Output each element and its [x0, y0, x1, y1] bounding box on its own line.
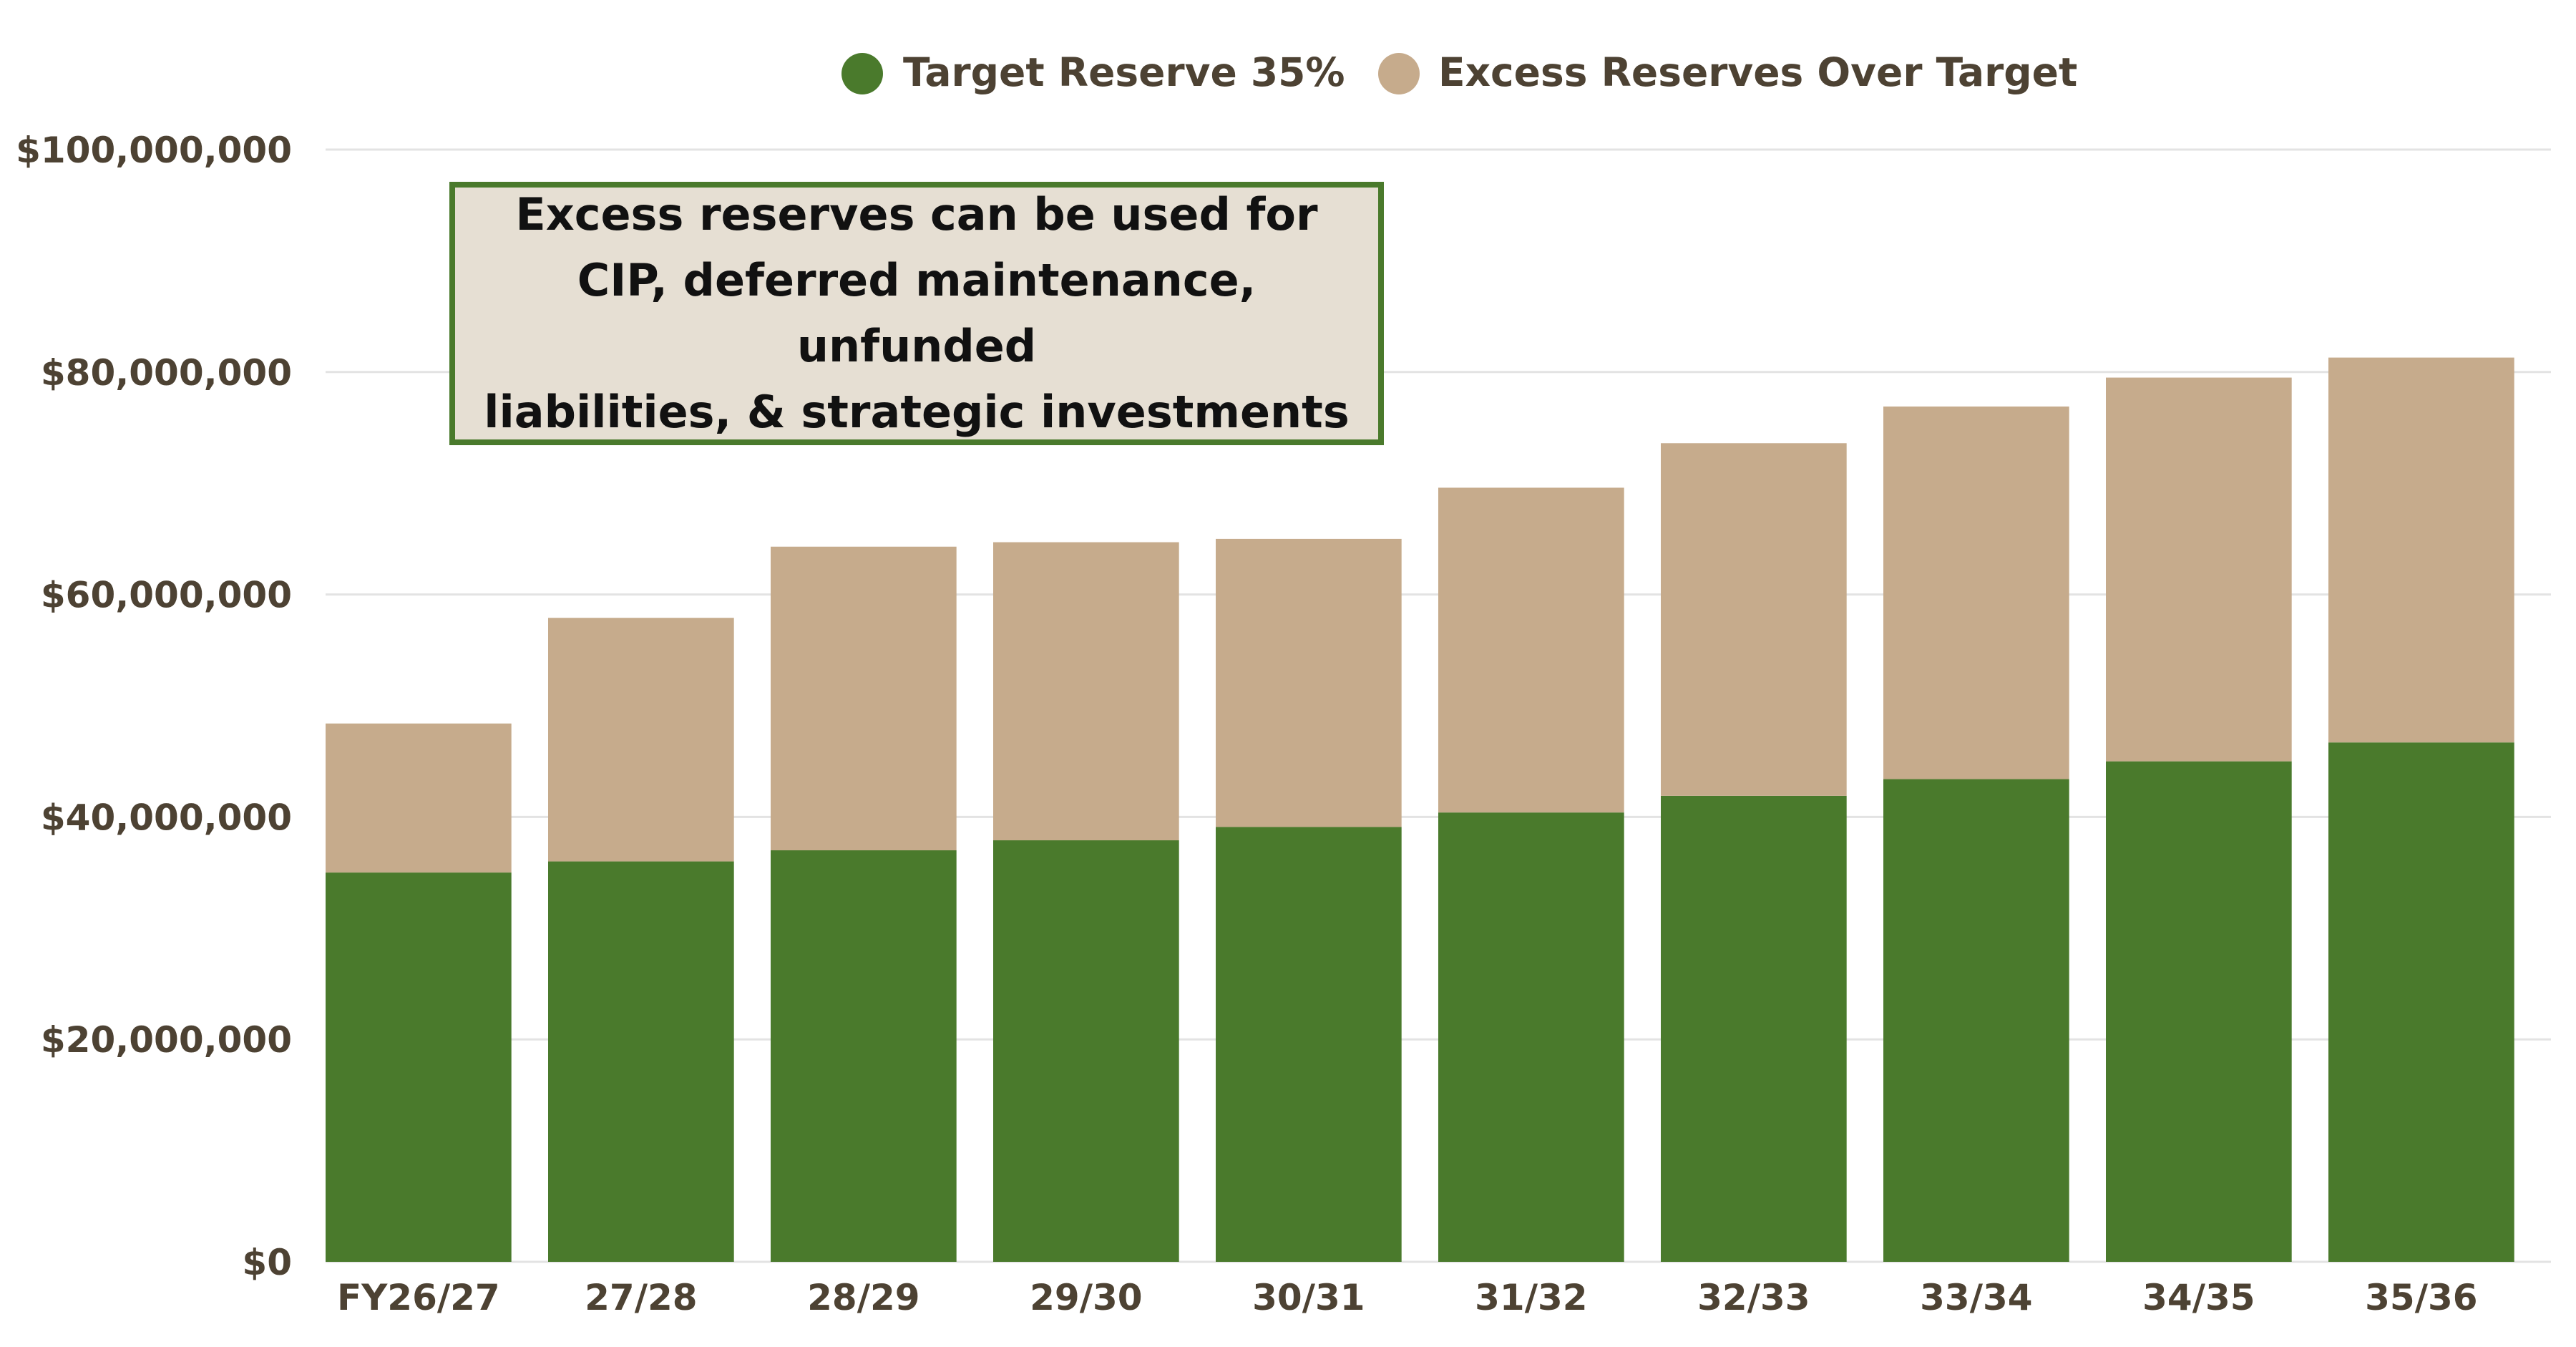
legend-marker [841, 53, 883, 94]
legend-label: Excess Reserves Over Target [1438, 49, 2077, 95]
y-tick-label: $20,000,000 [41, 1019, 292, 1061]
bar-target-reserve [548, 861, 734, 1262]
x-tick-label: 31/32 [1475, 1277, 1587, 1318]
x-tick-label: 32/33 [1697, 1277, 1810, 1318]
bar-excess-reserves [1661, 443, 1847, 796]
bar-excess-reserves [2328, 357, 2514, 743]
x-tick-label: 34/35 [2142, 1277, 2255, 1318]
bar-target-reserve [1661, 795, 1847, 1262]
x-tick-label: 35/36 [2365, 1277, 2477, 1318]
bar-excess-reserves [1438, 487, 1624, 813]
x-axis: FY26/27 27/28 28/29 29/30 30/31 31/32 32/33 33/… [337, 1277, 2478, 1318]
bar-target-reserve [771, 850, 957, 1262]
x-tick-label: 28/29 [807, 1277, 919, 1318]
bar-excess-reserves [1216, 538, 1402, 827]
bar-excess-reserves [326, 723, 512, 873]
legend: Target Reserve 35% Excess Reserves Over T… [841, 49, 2077, 95]
y-tick-label: $80,000,000 [41, 352, 292, 394]
legend-label: Target Reserve 35% [903, 49, 1345, 95]
bar-excess-reserves [771, 546, 957, 851]
bar-target-reserve [2106, 761, 2292, 1262]
y-tick-label: $100,000,000 [16, 130, 292, 171]
y-tick-label: $60,000,000 [41, 575, 292, 616]
legend-marker [1378, 53, 1420, 94]
bar-target-reserve [2328, 742, 2514, 1262]
bar-excess-reserves [993, 542, 1179, 841]
bar-target-reserve [1438, 812, 1624, 1262]
bar-excess-reserves [1883, 406, 2069, 779]
y-axis: $0 $20,000,000 $40,000,000 $60,000,000 $80,0… [16, 130, 292, 1283]
bar-excess-reserves [2106, 377, 2292, 762]
bar-target-reserve [1216, 827, 1402, 1262]
annotation-text: Excess reserves can be used for CIP, def… [484, 188, 1350, 438]
y-tick-label: $40,000,000 [41, 797, 292, 838]
bar-target-reserve [1883, 779, 2069, 1262]
y-tick-label: $0 [242, 1242, 292, 1283]
bars [326, 357, 2514, 1262]
x-tick-label: 27/28 [585, 1277, 697, 1318]
bar-target-reserve [326, 872, 512, 1262]
bar-target-reserve [993, 840, 1179, 1262]
x-tick-label: 33/34 [1920, 1277, 2032, 1318]
x-tick-label: FY26/27 [337, 1277, 500, 1318]
annotation-box: Excess reserves can be used for CIP, def… [449, 182, 1384, 445]
x-tick-label: 30/31 [1252, 1277, 1365, 1318]
bar-excess-reserves [548, 618, 734, 862]
x-tick-label: 29/30 [1030, 1277, 1142, 1318]
